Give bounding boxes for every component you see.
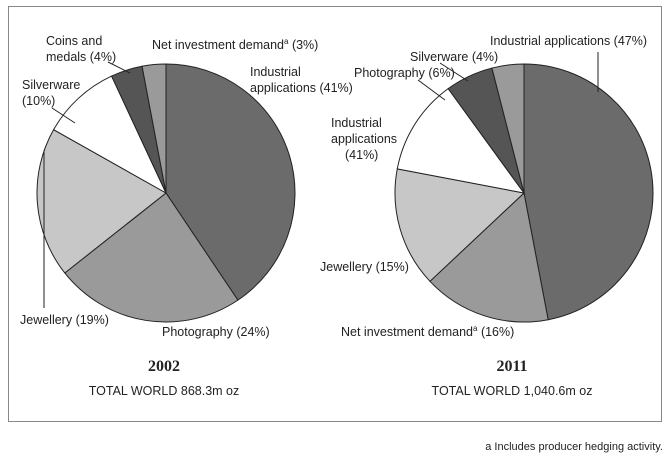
pie-slice-net-investment-demand-16 [429, 192, 549, 323]
label-photography-2011: Photography (6%) [354, 66, 455, 80]
chart-subtitle-2002: TOTAL WORLD 868.3m oz [89, 384, 240, 398]
pie-slice-silverware-4 [491, 63, 525, 194]
label-photography-2002: Photography (24%) [162, 325, 270, 339]
label-netinv-2011: Net investment demanda (16%) [341, 324, 514, 339]
pie-slice-industrial-applications-41 [396, 87, 526, 194]
label-industrial-2002: Industrial applications (41%) [250, 65, 353, 95]
pie-slice-industrial-applications-41 [165, 63, 296, 301]
label-white-2011: Industrial applications (41%) [331, 116, 401, 162]
chart-title-2011: 2011 [496, 358, 527, 375]
pie-slice-jewellery-15 [394, 168, 526, 283]
pie-2002 [36, 63, 296, 323]
pie-2011 [394, 63, 654, 323]
leader-silverware-2011 [439, 62, 469, 82]
label-netinv-2002: Net investment demanda (3%) [152, 37, 318, 52]
pie-slice-industrial-applications-47 [523, 63, 654, 321]
label-silverware-2002: Silverware (10%) [22, 78, 84, 108]
footnote: a Includes producer hedging activity. [485, 441, 663, 453]
label-silverware-2011: Silverware (4%) [410, 50, 498, 64]
leader-coins-2002 [107, 61, 131, 74]
chart-title-2002: 2002 [148, 358, 180, 375]
chart-frame [8, 6, 662, 422]
leader-silverware-2002 [51, 107, 76, 124]
label-jewellery-2002: Jewellery (19%) [20, 313, 109, 327]
leader-photography-2011 [417, 79, 446, 101]
pie-slice-silverware-10 [52, 75, 168, 195]
label-coins-2002: Coins and medals (4%) [46, 34, 116, 64]
pie-slice-jewellery-19 [36, 128, 167, 274]
pie-slice-net-investment-demand-3 [141, 63, 167, 194]
label-industrial-2011: Industrial applications (47%) [490, 34, 647, 48]
label-jewellery-2011: Jewellery (15%) [320, 260, 409, 274]
pie-slice-photography-24 [64, 192, 239, 323]
chart-subtitle-2011: TOTAL WORLD 1,040.6m oz [432, 384, 593, 398]
